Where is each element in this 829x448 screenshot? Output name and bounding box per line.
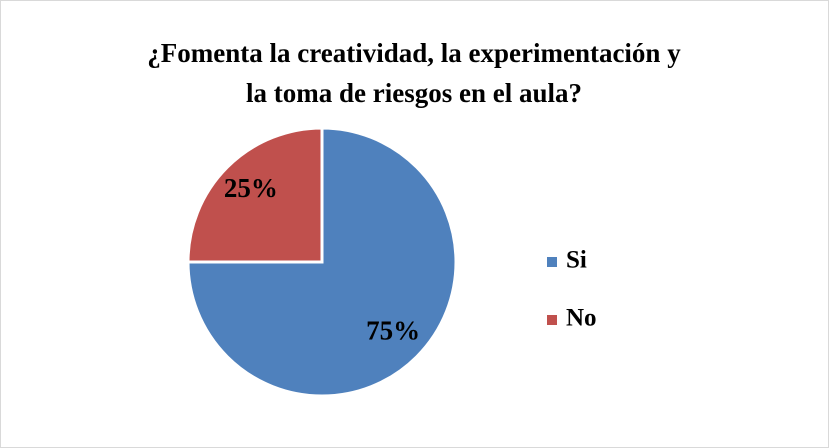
legend-label: No bbox=[566, 305, 597, 332]
chart-title: la toma de riesgos en el aula? bbox=[246, 78, 582, 108]
data-label: 25% bbox=[224, 173, 278, 203]
data-label: 75% bbox=[366, 315, 420, 345]
chart-title: ¿Fomenta la creatividad, la experimentac… bbox=[147, 38, 681, 68]
legend-swatch bbox=[547, 315, 557, 325]
legend-swatch bbox=[547, 257, 557, 267]
legend-label: Si bbox=[566, 247, 587, 274]
pie-slice bbox=[186, 126, 324, 264]
